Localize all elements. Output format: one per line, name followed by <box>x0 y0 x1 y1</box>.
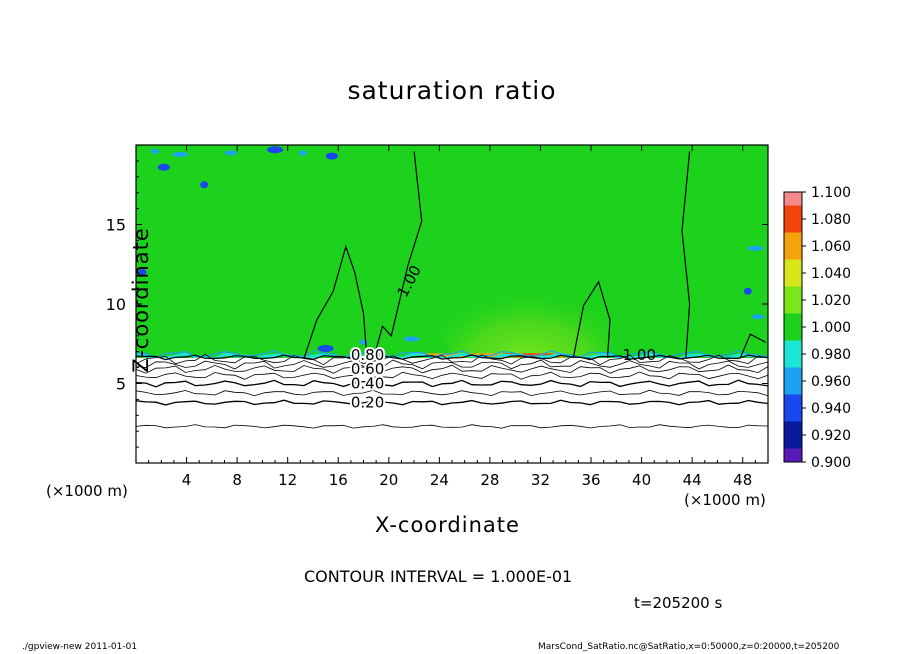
y-tick-label: 10 <box>106 295 126 314</box>
contour-line <box>136 354 768 366</box>
contour-line <box>136 371 768 380</box>
contour-label: 0.40 <box>351 375 384 393</box>
x-tick-label: 4 <box>182 471 192 489</box>
contour-label: 0.80 <box>351 346 384 364</box>
colorbar-swatch <box>784 448 802 462</box>
undersaturated-patch <box>317 345 334 353</box>
contour-line <box>136 389 768 397</box>
x-unit-label-right: (×1000 m) <box>684 491 766 509</box>
contour-line-saturation <box>373 151 423 359</box>
undersaturated-patch <box>150 148 159 154</box>
undersaturated-patch <box>172 152 189 158</box>
x-unit-label-left: (×1000 m) <box>46 482 128 500</box>
colorbar-swatch <box>784 313 802 341</box>
contour-interval-note: CONTOUR INTERVAL = 1.000E-01 <box>304 567 573 586</box>
contour-label: 0.60 <box>351 360 384 378</box>
x-tick-label: 20 <box>379 471 398 489</box>
contour-line-saturation <box>572 280 611 359</box>
x-tick-label: 16 <box>329 471 348 489</box>
contour-line <box>136 424 768 429</box>
x-tick-label: 28 <box>480 471 499 489</box>
footer-right: MarsCond_SatRatio.nc@SatRatio,x=0:50000,… <box>538 642 840 652</box>
colorbar-swatch <box>784 205 802 233</box>
colorbar-tick-label: 1.100 <box>811 185 851 201</box>
colorbar-swatch <box>784 232 802 260</box>
contour-label: 1.00 <box>623 346 656 364</box>
contour-label: 0.20 <box>351 394 384 412</box>
colorbar-tick-label: 1.060 <box>811 239 851 255</box>
contour-line-saturation <box>739 333 766 359</box>
subsaturated-region <box>136 358 768 463</box>
undersaturated-patch <box>751 314 764 320</box>
colorbar-tick-label: 1.020 <box>811 293 851 309</box>
colorbar-swatch <box>784 367 802 395</box>
undersaturated-patch <box>138 268 147 276</box>
undersaturated-patch <box>325 152 338 160</box>
colorbar-tick-label: 0.980 <box>811 347 851 363</box>
x-tick-label: 8 <box>232 471 242 489</box>
y-tick-label: 15 <box>106 216 126 235</box>
colorbar-tick-label: 1.000 <box>811 320 851 336</box>
contour-line <box>136 379 768 388</box>
x-tick-label: 48 <box>733 471 752 489</box>
contour-line-saturation <box>303 244 367 359</box>
x-tick-label: 44 <box>683 471 702 489</box>
colorbar-tick-label: 1.040 <box>811 266 851 282</box>
undersaturated-patch <box>267 146 284 154</box>
undersaturated-patch <box>743 287 752 295</box>
colorbar-tick-label: 0.940 <box>811 401 851 417</box>
contour-line <box>136 399 768 406</box>
colorbar-swatch <box>784 421 802 449</box>
contour-line <box>136 359 768 370</box>
colorbar-swatch <box>784 394 802 422</box>
saturation-edge-inner <box>136 349 768 359</box>
undersaturated-patch <box>224 150 237 156</box>
undersaturated-patch <box>747 245 764 251</box>
contour-line <box>136 354 768 361</box>
colorbar-tick-label: 0.900 <box>811 455 851 471</box>
colorbar-swatch <box>784 192 802 206</box>
colorbar-swatch <box>784 286 802 314</box>
x-tick-label: 12 <box>278 471 297 489</box>
undersaturated-patch <box>200 181 209 189</box>
x-tick-label: 32 <box>531 471 550 489</box>
x-tick-label: 24 <box>430 471 449 489</box>
x-tick-label: 36 <box>581 471 600 489</box>
time-label: t=205200 s <box>634 594 723 612</box>
chart-title: saturation ratio <box>347 76 557 105</box>
supersaturation-core <box>439 263 617 383</box>
colorbar-tick-label: 0.960 <box>811 374 851 390</box>
colorbar-swatch <box>784 259 802 287</box>
contour-line-saturation <box>681 151 691 359</box>
y-axis-label: Z-coordinate <box>128 227 153 373</box>
colorbar-tick-label: 0.920 <box>811 428 851 444</box>
x-tick-label: 40 <box>632 471 651 489</box>
undersaturated-patch <box>298 150 307 156</box>
y-tick-label: 5 <box>116 375 126 394</box>
footer-left: ./gpview-new 2011-01-01 <box>22 642 138 652</box>
x-axis-label: X-coordinate <box>375 513 520 537</box>
undersaturated-patch <box>157 163 170 171</box>
colorbar-swatch <box>784 340 802 368</box>
colorbar-tick-label: 1.080 <box>811 212 851 228</box>
contour-line <box>136 364 768 374</box>
undersaturated-patch <box>403 336 420 342</box>
